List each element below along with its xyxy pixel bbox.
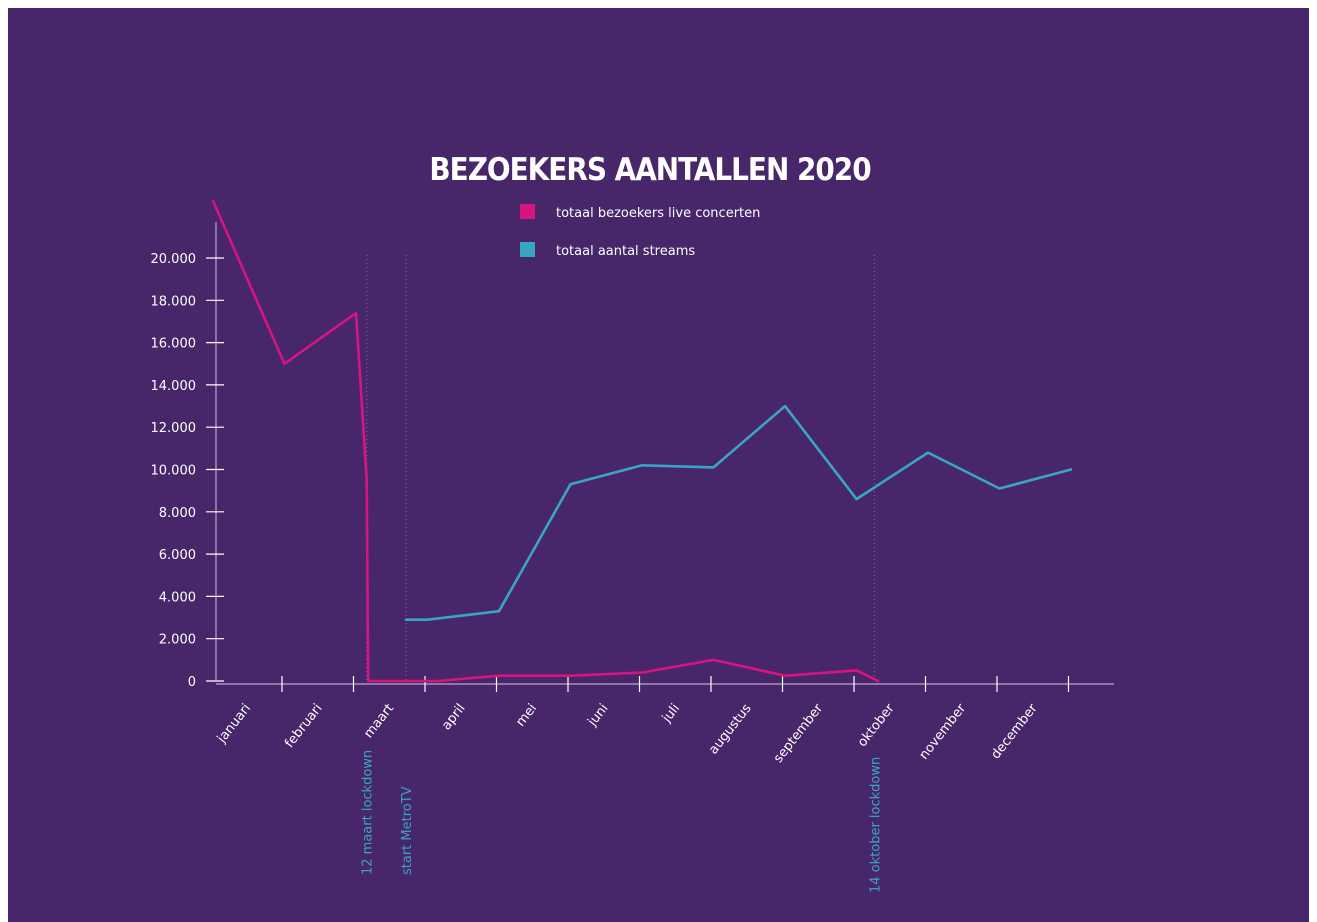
y-tick-label: 18.000 [151,294,197,309]
data-point [405,618,407,621]
data-point [641,464,643,467]
data-point [712,659,715,661]
y-tick-label: 16.000 [151,337,197,352]
y-tick-label: 8.000 [159,506,196,521]
data-point [855,669,858,672]
x-tick-label: april [439,701,469,733]
legend-swatch [520,242,535,257]
data-point [212,200,214,202]
series-line [404,404,1073,622]
x-tick-label: september [771,701,827,766]
data-point [712,466,715,469]
x-tick-label: augustus [706,701,755,757]
x-tick-label: november [917,701,970,763]
data-point [498,674,500,677]
data-point [641,671,643,674]
x-tick-label: maart [361,701,397,741]
data-point [877,680,879,682]
annotation-label: start MetroTV [400,786,415,875]
legend-label: totaal aantal streams [556,244,695,259]
y-tick-label: 14.000 [151,379,197,394]
annotation-label: 12 maart lockdown [361,750,376,875]
data-point [355,312,357,314]
y-tick-label: 4.000 [159,590,196,605]
data-point [426,618,429,621]
data-point [367,680,369,682]
data-point [784,405,786,407]
x-tick-label: december [988,701,1041,762]
data-point [1070,468,1072,471]
x-tick-label: februari [282,701,325,751]
data-point [569,483,572,486]
y-tick-label: 12.000 [151,421,197,436]
data-point [998,487,1001,490]
x-tick-label: januari [214,701,254,746]
y-tick-label: 2.000 [159,633,196,648]
x-tick-label: mei [513,701,540,729]
x-tick-label: juli [659,701,683,726]
annotation-label: 14 oktober lockdown [868,757,883,893]
y-tick-label: 20.000 [151,252,197,267]
data-point [784,674,786,677]
chart-title: BEZOEKERS AANTALLEN 2020 [429,152,871,188]
x-tick-label: oktober [855,701,898,750]
y-tick-label: 0 [188,675,196,690]
y-tick-label: 10.000 [151,464,197,479]
y-tick-label: 6.000 [159,548,196,563]
legend-swatch [520,204,535,219]
legend-label: totaal bezoekers live concerten [556,206,760,221]
data-point [927,451,929,454]
data-point [569,674,572,677]
series-line [211,199,880,683]
data-point [855,498,858,500]
data-point [498,610,500,613]
data-point [365,479,368,481]
data-point [437,680,440,682]
data-point [283,362,286,365]
x-tick-label: juni [585,701,612,730]
